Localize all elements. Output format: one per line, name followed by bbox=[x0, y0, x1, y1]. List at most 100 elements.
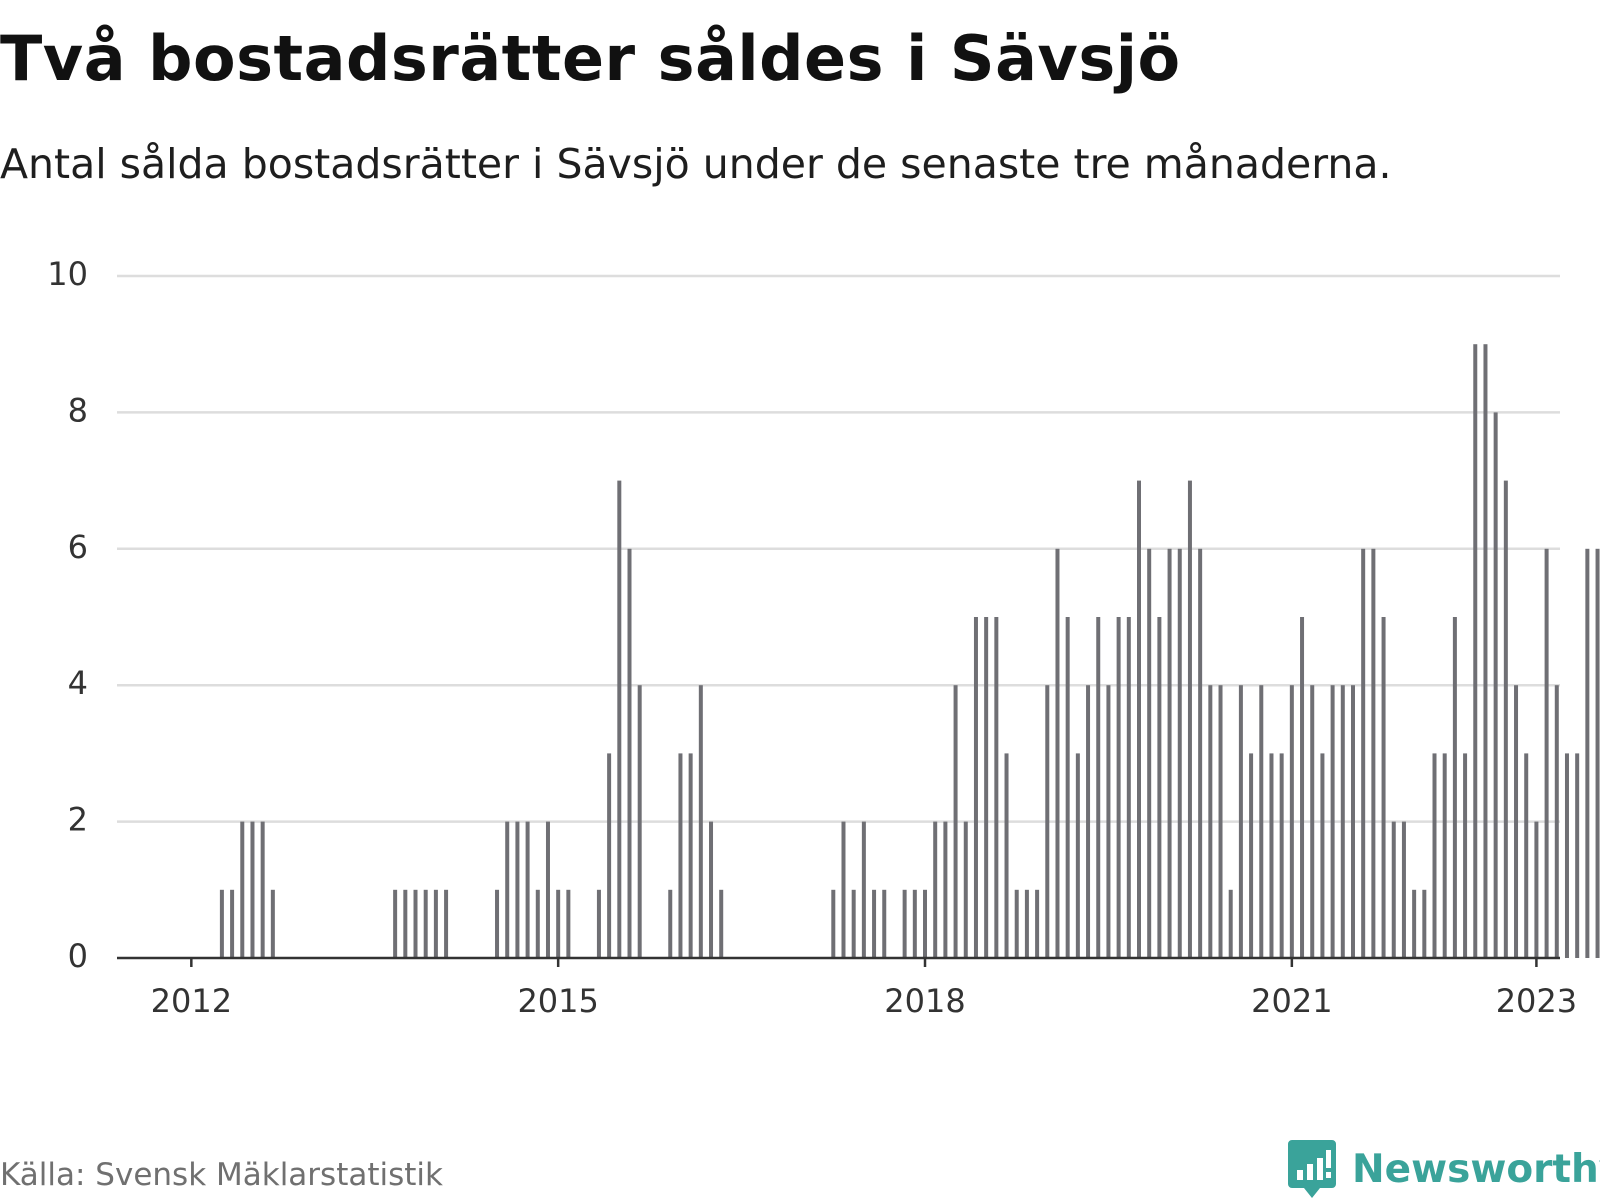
y-tick-label: 0 bbox=[68, 937, 88, 975]
bar bbox=[1116, 617, 1121, 958]
y-tick-label: 2 bbox=[68, 801, 88, 839]
bar bbox=[1228, 889, 1233, 958]
bar bbox=[1381, 617, 1386, 958]
bar bbox=[831, 889, 836, 958]
bar bbox=[1177, 548, 1182, 958]
bar bbox=[1452, 617, 1457, 958]
bar bbox=[1422, 889, 1427, 958]
bar bbox=[1463, 753, 1468, 958]
bar bbox=[535, 889, 540, 958]
bar bbox=[1503, 480, 1508, 958]
bar bbox=[413, 889, 418, 958]
bar bbox=[668, 889, 673, 958]
chart-title: Två bostadsrätter såldes i Sävsjö bbox=[0, 22, 1181, 95]
bar bbox=[423, 889, 428, 958]
bar bbox=[1055, 548, 1060, 958]
bar bbox=[841, 821, 846, 958]
bar bbox=[1514, 685, 1519, 958]
bar bbox=[1289, 685, 1294, 958]
bar bbox=[984, 617, 989, 958]
bar bbox=[1473, 344, 1478, 958]
bar bbox=[1595, 548, 1600, 958]
gridlines bbox=[117, 274, 1560, 823]
bar bbox=[688, 753, 693, 958]
bar bbox=[240, 821, 245, 958]
bar bbox=[1147, 548, 1152, 958]
bar bbox=[250, 821, 255, 958]
bar bbox=[1024, 889, 1029, 958]
x-axis-labels: 2012 2015 2018 2021 2023 bbox=[151, 982, 1578, 1020]
x-tick-label: 2023 bbox=[1496, 982, 1577, 1020]
bar bbox=[943, 821, 948, 958]
bar bbox=[1534, 821, 1539, 958]
bar bbox=[1432, 753, 1437, 958]
bar bbox=[617, 480, 622, 958]
x-tick-label: 2018 bbox=[884, 982, 965, 1020]
bar bbox=[1137, 480, 1141, 958]
x-tick-label: 2021 bbox=[1251, 982, 1332, 1020]
bar bbox=[1004, 753, 1009, 958]
x-axis bbox=[117, 956, 1560, 967]
brand-name: Newsworthy bbox=[1352, 1147, 1600, 1192]
bar bbox=[433, 889, 438, 958]
newsworthy-logo-icon bbox=[1288, 1140, 1336, 1198]
bar bbox=[1320, 753, 1325, 958]
x-tick-label: 2012 bbox=[151, 982, 232, 1020]
bar bbox=[1167, 548, 1172, 958]
bar bbox=[627, 548, 632, 958]
bar bbox=[1330, 685, 1335, 958]
bar bbox=[525, 821, 530, 958]
bar bbox=[963, 821, 968, 958]
bar bbox=[923, 889, 928, 958]
bar bbox=[1238, 685, 1243, 958]
bar bbox=[1442, 753, 1447, 958]
bar bbox=[1310, 685, 1315, 958]
bar bbox=[230, 889, 235, 958]
y-tick-label: 4 bbox=[68, 664, 88, 702]
bar bbox=[260, 821, 265, 958]
bar bbox=[872, 889, 877, 958]
bar bbox=[1300, 617, 1305, 958]
bar bbox=[1544, 548, 1549, 958]
bar bbox=[1035, 889, 1040, 958]
bar bbox=[851, 889, 856, 958]
bar bbox=[1371, 548, 1376, 958]
bar bbox=[1259, 685, 1264, 958]
bar bbox=[1096, 617, 1101, 958]
bar bbox=[1361, 548, 1366, 958]
bar bbox=[1269, 753, 1274, 958]
y-axis-labels: 0 2 4 6 8 10 bbox=[47, 255, 88, 975]
bar bbox=[1401, 821, 1406, 958]
bar bbox=[393, 889, 398, 958]
bar bbox=[505, 821, 510, 958]
bar bbox=[1187, 480, 1192, 958]
bar bbox=[861, 821, 866, 958]
bar bbox=[1575, 753, 1580, 958]
bar bbox=[933, 821, 938, 958]
bar bbox=[1075, 753, 1080, 958]
bar bbox=[1279, 753, 1284, 958]
brand-logo: Newsworthy bbox=[1288, 1140, 1600, 1200]
bar bbox=[607, 753, 612, 958]
x-tick-label: 2015 bbox=[517, 982, 598, 1020]
chart-subtitle: Antal sålda bostadsrätter i Sävsjö under… bbox=[0, 140, 1392, 188]
bar bbox=[1554, 685, 1559, 958]
bar bbox=[1157, 617, 1162, 958]
bar bbox=[882, 889, 887, 958]
bar bbox=[545, 821, 550, 958]
bar bbox=[1249, 753, 1254, 958]
bar bbox=[1045, 685, 1050, 958]
bar bbox=[912, 889, 917, 958]
bar bbox=[1350, 685, 1355, 958]
bar bbox=[953, 685, 958, 958]
bar bbox=[1564, 753, 1569, 958]
bar bbox=[973, 617, 978, 958]
bar bbox=[1493, 412, 1498, 958]
y-tick-label: 6 bbox=[68, 528, 88, 566]
bar bbox=[1391, 821, 1396, 958]
bar bbox=[566, 889, 571, 958]
bar bbox=[1412, 889, 1417, 958]
bar bbox=[709, 821, 714, 958]
bar bbox=[556, 889, 561, 958]
